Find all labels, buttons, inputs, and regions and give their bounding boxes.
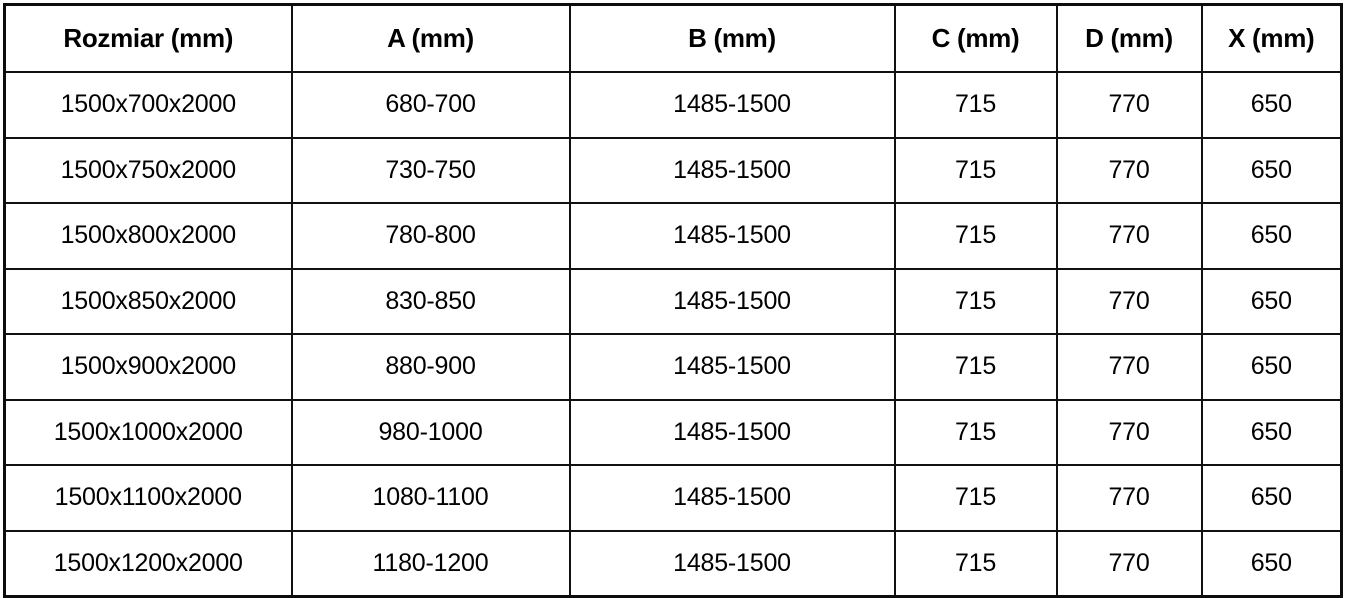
cell-d: 770	[1055, 529, 1203, 598]
table-body: 1500x700x2000 680-700 1485-1500 715 770 …	[3, 71, 1343, 598]
cell-x: 650	[1200, 202, 1343, 270]
cell-x: 650	[1200, 136, 1343, 204]
cell-b: 1485-1500	[568, 464, 896, 532]
cell-x: 650	[1200, 464, 1343, 532]
cell-d: 770	[1055, 464, 1203, 532]
cell-b: 1485-1500	[568, 398, 896, 466]
column-header-c: C (mm)	[893, 3, 1058, 73]
cell-c: 715	[893, 464, 1058, 532]
cell-x: 650	[1200, 398, 1343, 466]
table-row: 1500x700x2000 680-700 1485-1500 715 770 …	[3, 71, 1343, 139]
cell-x: 650	[1200, 71, 1343, 139]
cell-a: 880-900	[290, 333, 571, 401]
cell-c: 715	[893, 202, 1058, 270]
cell-d: 770	[1055, 202, 1203, 270]
cell-a: 1180-1200	[290, 529, 571, 598]
cell-b: 1485-1500	[568, 333, 896, 401]
cell-size: 1500x800x2000	[3, 202, 293, 270]
cell-a: 730-750	[290, 136, 571, 204]
cell-d: 770	[1055, 333, 1203, 401]
cell-b: 1485-1500	[568, 267, 896, 335]
column-header-x: X (mm)	[1200, 3, 1343, 73]
cell-x: 650	[1200, 529, 1343, 598]
column-header-size: Rozmiar (mm)	[3, 3, 293, 73]
cell-b: 1485-1500	[568, 136, 896, 204]
column-header-a: A (mm)	[290, 3, 571, 73]
table-row: 1500x1200x2000 1180-1200 1485-1500 715 7…	[3, 529, 1343, 598]
cell-size: 1500x900x2000	[3, 333, 293, 401]
cell-b: 1485-1500	[568, 71, 896, 139]
table-row: 1500x1000x2000 980-1000 1485-1500 715 77…	[3, 398, 1343, 466]
cell-b: 1485-1500	[568, 202, 896, 270]
cell-x: 650	[1200, 333, 1343, 401]
cell-d: 770	[1055, 71, 1203, 139]
column-header-b: B (mm)	[568, 3, 896, 73]
table-row: 1500x750x2000 730-750 1485-1500 715 770 …	[3, 136, 1343, 204]
cell-c: 715	[893, 333, 1058, 401]
cell-size: 1500x850x2000	[3, 267, 293, 335]
cell-size: 1500x1000x2000	[3, 398, 293, 466]
table-row: 1500x1100x2000 1080-1100 1485-1500 715 7…	[3, 464, 1343, 532]
cell-d: 770	[1055, 398, 1203, 466]
table-row: 1500x900x2000 880-900 1485-1500 715 770 …	[3, 333, 1343, 401]
specification-table-container: Rozmiar (mm) A (mm) B (mm) C (mm) D (mm)…	[3, 3, 1343, 598]
cell-a: 680-700	[290, 71, 571, 139]
cell-a: 830-850	[290, 267, 571, 335]
cell-c: 715	[893, 529, 1058, 598]
cell-d: 770	[1055, 267, 1203, 335]
cell-d: 770	[1055, 136, 1203, 204]
cell-c: 715	[893, 136, 1058, 204]
table-row: 1500x800x2000 780-800 1485-1500 715 770 …	[3, 202, 1343, 270]
table-header: Rozmiar (mm) A (mm) B (mm) C (mm) D (mm)…	[3, 3, 1343, 73]
cell-size: 1500x1100x2000	[3, 464, 293, 532]
cell-c: 715	[893, 398, 1058, 466]
column-header-d: D (mm)	[1055, 3, 1203, 73]
cell-size: 1500x1200x2000	[3, 529, 293, 598]
specification-table: Rozmiar (mm) A (mm) B (mm) C (mm) D (mm)…	[3, 3, 1343, 598]
cell-size: 1500x750x2000	[3, 136, 293, 204]
cell-c: 715	[893, 71, 1058, 139]
cell-a: 980-1000	[290, 398, 571, 466]
cell-b: 1485-1500	[568, 529, 896, 598]
cell-a: 780-800	[290, 202, 571, 270]
table-header-row: Rozmiar (mm) A (mm) B (mm) C (mm) D (mm)…	[3, 3, 1343, 73]
cell-c: 715	[893, 267, 1058, 335]
cell-size: 1500x700x2000	[3, 71, 293, 139]
cell-a: 1080-1100	[290, 464, 571, 532]
table-row: 1500x850x2000 830-850 1485-1500 715 770 …	[3, 267, 1343, 335]
cell-x: 650	[1200, 267, 1343, 335]
